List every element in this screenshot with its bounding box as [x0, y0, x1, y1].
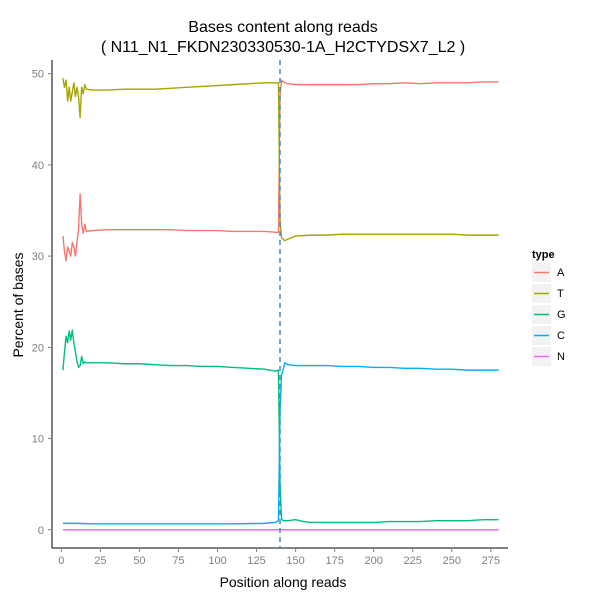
legend-label-G: G: [557, 309, 566, 321]
legend-title: type: [532, 249, 555, 261]
y-axis: 0 10 20 30 40 50: [32, 60, 53, 548]
x-tick-label: 50: [133, 555, 145, 567]
plot-area: 0 10 20 30 40 50 0 25 50 75 100 125 150 175 200 225 250…: [32, 60, 508, 567]
x-tick-label: 125: [247, 555, 265, 567]
y-tick-label: 10: [32, 434, 44, 446]
x-axis-title: Position along reads: [220, 574, 347, 590]
x-tick-label: 150: [286, 555, 304, 567]
series-line-G: [62, 329, 499, 524]
y-tick-label: 0: [38, 525, 44, 537]
legend-label-A: A: [557, 267, 565, 279]
series-line-T: [62, 78, 499, 242]
series-line-C: [62, 362, 499, 525]
chart-subtitle: ( N11_N1_FKDN230330530-1A_H2CTYDSX7_L2 ): [101, 39, 465, 56]
y-tick-label: 30: [32, 251, 44, 263]
x-tick-label: 75: [172, 555, 184, 567]
x-tick-label: 275: [482, 555, 500, 567]
series-line-A: [62, 79, 499, 262]
y-tick-label: 20: [32, 342, 44, 354]
legend-label-C: C: [557, 330, 565, 342]
chart-title: Bases content along reads: [188, 19, 377, 36]
y-tick-label: 50: [32, 69, 44, 81]
x-tick-label: 25: [94, 555, 106, 567]
series-lines: [62, 78, 499, 531]
x-tick-label: 250: [443, 555, 461, 567]
x-axis: 0 25 50 75 100 125 150 175 200 225 250 275: [52, 547, 508, 567]
x-tick-label: 100: [208, 555, 226, 567]
legend-label-T: T: [557, 288, 564, 300]
x-tick-label: 0: [58, 555, 64, 567]
x-tick-label: 200: [365, 555, 383, 567]
y-axis-title: Percent of bases: [10, 252, 26, 357]
x-tick-label: 175: [325, 555, 343, 567]
y-tick-label: 40: [32, 160, 44, 172]
legend-label-N: N: [557, 351, 565, 363]
x-tick-label: 225: [404, 555, 422, 567]
